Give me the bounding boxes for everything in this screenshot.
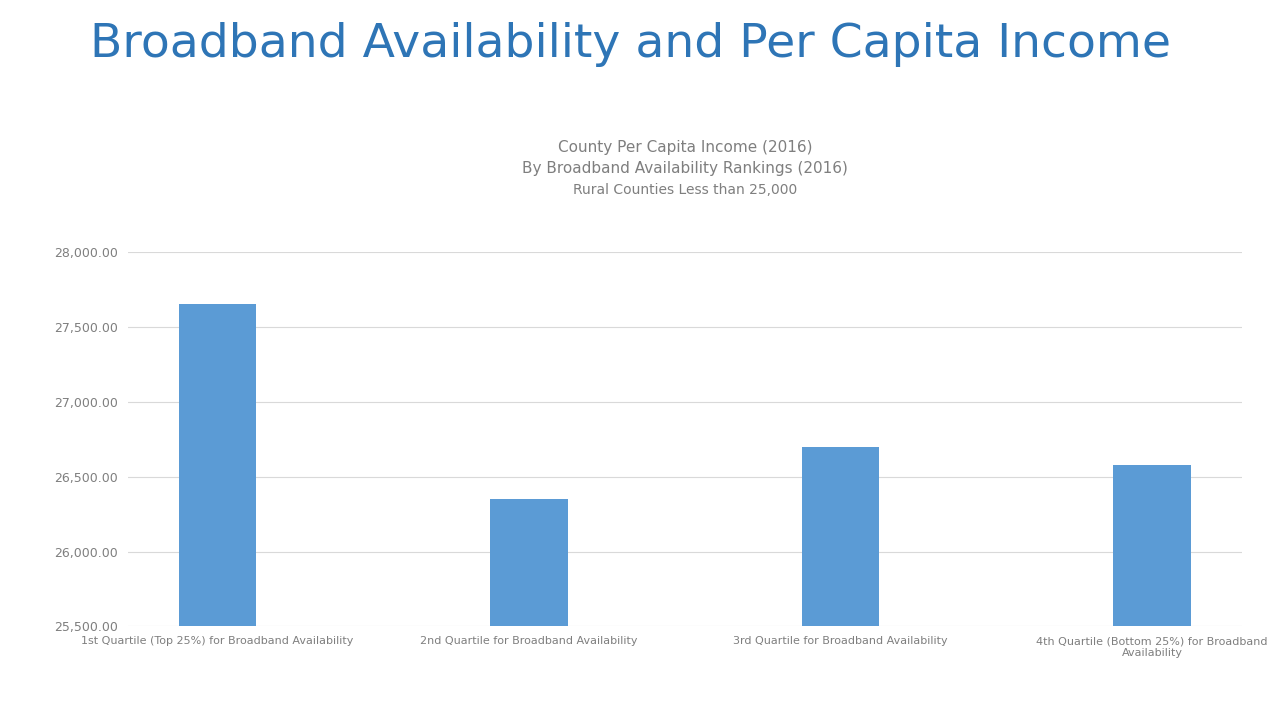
Bar <box>801 446 879 720</box>
Text: County Per Capita Income (2016): County Per Capita Income (2016) <box>558 140 812 155</box>
Bar <box>1114 465 1190 720</box>
Text: Rural Counties Less than 25,000: Rural Counties Less than 25,000 <box>572 184 797 197</box>
Bar <box>179 305 256 720</box>
Text: Broadband Availability and Per Capita Income: Broadband Availability and Per Capita In… <box>90 22 1171 67</box>
Bar <box>490 499 568 720</box>
Text: By Broadband Availability Rankings (2016): By Broadband Availability Rankings (2016… <box>522 161 847 176</box>
